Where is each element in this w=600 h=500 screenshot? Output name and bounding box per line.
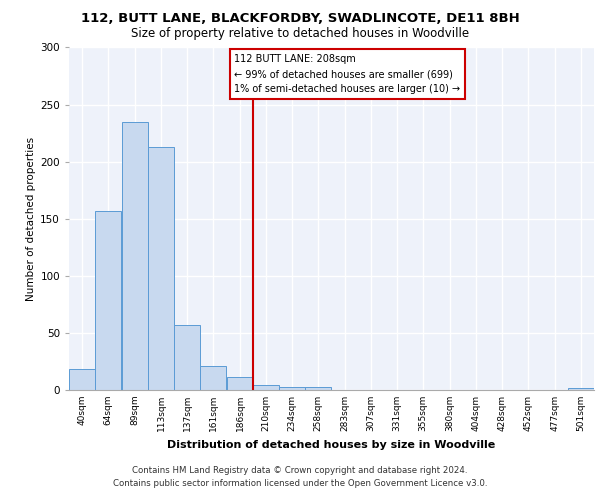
Bar bbox=[305, 386, 331, 390]
Bar bbox=[148, 147, 174, 390]
Bar bbox=[279, 386, 305, 390]
Text: Size of property relative to detached houses in Woodville: Size of property relative to detached ho… bbox=[131, 28, 469, 40]
Bar bbox=[69, 370, 95, 390]
Y-axis label: Number of detached properties: Number of detached properties bbox=[26, 136, 36, 301]
Bar bbox=[174, 325, 200, 390]
Bar bbox=[253, 386, 279, 390]
Text: Contains HM Land Registry data © Crown copyright and database right 2024.
Contai: Contains HM Land Registry data © Crown c… bbox=[113, 466, 487, 487]
Bar bbox=[200, 366, 226, 390]
X-axis label: Distribution of detached houses by size in Woodville: Distribution of detached houses by size … bbox=[167, 440, 496, 450]
Text: 112 BUTT LANE: 208sqm
← 99% of detached houses are smaller (699)
1% of semi-deta: 112 BUTT LANE: 208sqm ← 99% of detached … bbox=[235, 54, 461, 94]
Bar bbox=[227, 378, 253, 390]
Bar bbox=[95, 211, 121, 390]
Text: 112, BUTT LANE, BLACKFORDBY, SWADLINCOTE, DE11 8BH: 112, BUTT LANE, BLACKFORDBY, SWADLINCOTE… bbox=[80, 12, 520, 26]
Bar bbox=[122, 122, 148, 390]
Bar bbox=[568, 388, 594, 390]
